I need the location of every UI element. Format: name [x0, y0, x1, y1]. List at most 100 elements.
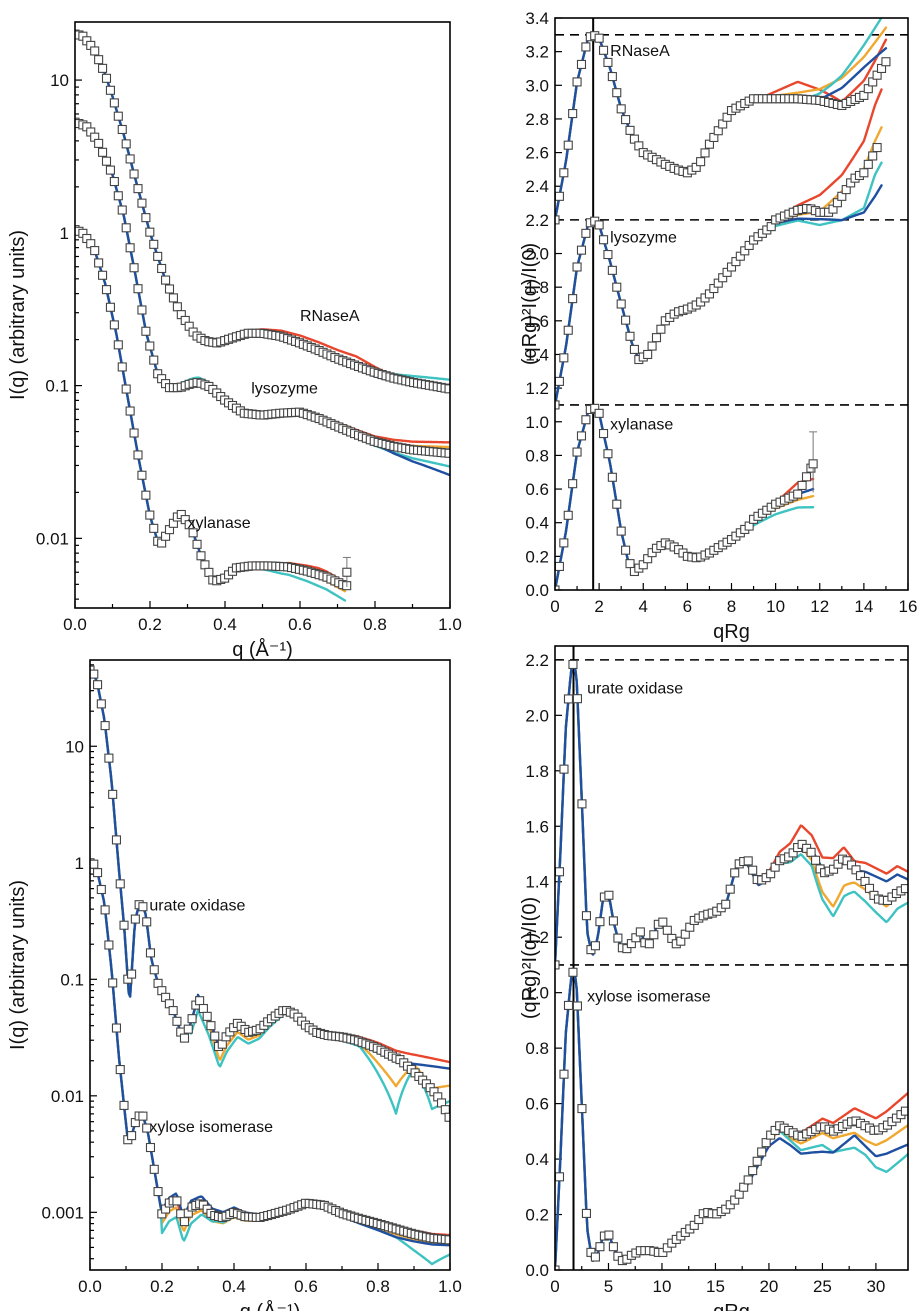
data-point — [200, 560, 210, 570]
x-tick-label: 0 — [550, 1277, 559, 1296]
panel-top-left: 0.0 0.2 0.4 0.6 0.8 1.0 0.01 0.1 1 10 q (Å⁻¹) I(q) … — [7, 21, 462, 661]
plot-area — [555, 646, 908, 1270]
data-point — [137, 470, 147, 480]
data-point — [568, 967, 578, 977]
data-point — [811, 855, 821, 865]
data-point — [141, 490, 151, 500]
data-point — [748, 865, 758, 875]
data-point — [198, 1003, 208, 1014]
fit-line-orange — [555, 126, 883, 407]
y-tick-label: 0.4 — [525, 514, 549, 533]
data-point — [109, 98, 119, 108]
data-point — [555, 191, 564, 201]
data-point — [105, 302, 115, 312]
y-tick-label: 0.01 — [36, 529, 69, 548]
data-point — [121, 384, 131, 394]
data-point — [643, 349, 653, 360]
data-point — [900, 884, 908, 894]
data-point — [863, 159, 873, 169]
y-tick-label: 0.0 — [525, 1261, 549, 1280]
y-tick-label: 0.1 — [60, 970, 84, 989]
data-point — [172, 302, 182, 312]
data-point — [133, 284, 143, 294]
data-point — [797, 480, 807, 491]
y-tick-label: 2.8 — [525, 110, 549, 129]
data-point — [98, 63, 108, 73]
data-point — [598, 45, 609, 55]
y-tick-label: 1.8 — [525, 762, 549, 781]
x-tick-label: 0.8 — [363, 615, 387, 634]
data-point — [743, 1175, 753, 1185]
y-tick-label: 1.4 — [525, 345, 549, 364]
data-point — [109, 320, 119, 330]
y-tick-label: 2.2 — [525, 651, 549, 670]
data-point — [555, 585, 560, 590]
data-point — [96, 884, 106, 895]
data-point — [595, 917, 605, 927]
data-point — [625, 125, 635, 135]
data-point — [604, 1230, 614, 1240]
data-point — [572, 694, 583, 704]
data-point — [104, 753, 114, 763]
data-point — [129, 263, 139, 273]
curve-annotation: lysozyme — [610, 230, 677, 247]
y-tick-label: 1 — [60, 224, 69, 243]
y-tick-label: 2.2 — [525, 211, 549, 230]
y-tick-label: 0.0 — [525, 581, 549, 600]
y-tick-label: 0.8 — [525, 446, 549, 465]
data-point — [594, 408, 604, 418]
data-point — [608, 916, 618, 926]
data-point — [581, 911, 592, 921]
data-point — [130, 914, 140, 924]
plot-area — [555, 18, 908, 590]
data-point — [145, 341, 155, 351]
data-point — [607, 472, 617, 482]
curve-annotation: xylose isomerase — [149, 1119, 273, 1136]
data-point — [612, 499, 622, 509]
data-point — [161, 275, 171, 285]
data-point — [555, 960, 560, 970]
data-point — [647, 341, 657, 351]
y-tick-label: 1.6 — [525, 817, 549, 836]
fit-line-blue — [555, 184, 883, 407]
x-tick-label: 0.6 — [288, 615, 312, 634]
data-point — [94, 55, 104, 65]
data-point — [342, 567, 352, 577]
data-point — [581, 42, 591, 52]
x-tick-label: 0.8 — [366, 1277, 390, 1296]
data-point — [206, 1021, 216, 1031]
y-axis-label: (qRg)²I(q)/I(0) — [519, 243, 541, 365]
plot-frame — [89, 659, 451, 1271]
data-point — [581, 415, 591, 425]
x-axis-label: qRg — [713, 1301, 750, 1311]
x-tick-label: 8 — [727, 597, 736, 616]
data-point — [859, 168, 869, 178]
data-point — [793, 489, 803, 499]
data-point — [119, 1100, 129, 1110]
data-point — [603, 57, 613, 67]
data-point — [115, 879, 125, 889]
data-point — [621, 545, 631, 555]
data-point — [629, 344, 639, 354]
data-point — [576, 245, 587, 255]
x-tick-label: 20 — [759, 1277, 778, 1296]
x-tick-label: 10 — [766, 597, 785, 616]
data-point — [559, 1069, 569, 1079]
y-tick-label: 1.2 — [525, 379, 549, 398]
fit-line-blue — [75, 228, 347, 587]
fit-line-blue — [555, 663, 908, 967]
data-point — [195, 996, 205, 1006]
data-point — [613, 933, 623, 943]
data-point — [202, 1011, 212, 1021]
y-tick-label: 3.0 — [525, 76, 549, 95]
data-point — [164, 284, 175, 294]
data-point — [133, 184, 143, 194]
data-point — [568, 479, 578, 489]
data-point — [572, 447, 582, 457]
data-point — [644, 939, 654, 949]
data-point — [137, 198, 147, 208]
data-point — [594, 33, 604, 43]
data-point — [577, 1104, 587, 1114]
plot-frame — [554, 645, 909, 1271]
curve-annotation: xylose isomerase — [587, 988, 711, 1005]
